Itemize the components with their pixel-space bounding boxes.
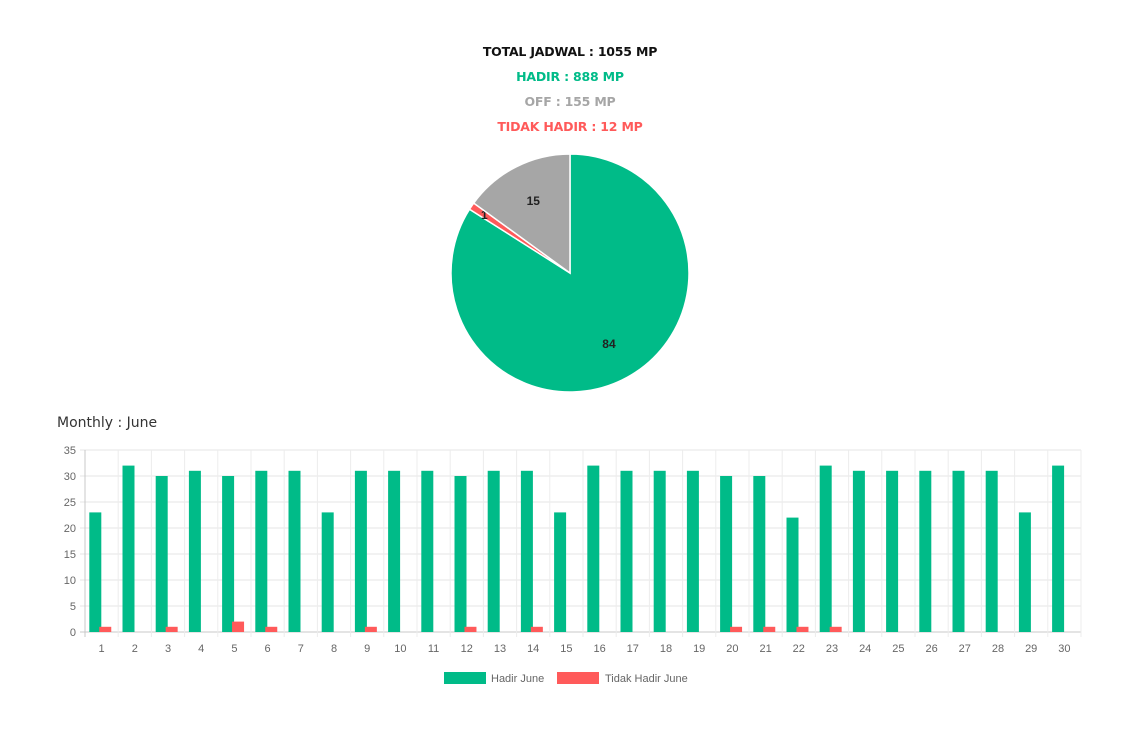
bar-tidak-hadir[interactable]: [165, 626, 178, 632]
x-tick-label: 26: [925, 643, 937, 655]
y-tick-label: 15: [64, 549, 76, 561]
monthly-chart-title: Monthly : June: [57, 415, 158, 431]
bar-hadir[interactable]: [255, 470, 268, 632]
x-tick-label: 18: [660, 643, 672, 655]
bar-hadir[interactable]: [686, 470, 699, 632]
bar-tidak-hadir[interactable]: [763, 626, 776, 632]
bar-hadir[interactable]: [520, 470, 533, 632]
legend-swatch-hadir[interactable]: [444, 672, 486, 684]
x-tick-label: 10: [394, 643, 406, 655]
pie-label-off: 15: [527, 194, 541, 208]
bar-hadir[interactable]: [720, 476, 733, 632]
bar-tidak-hadir[interactable]: [829, 626, 842, 632]
bar-tidak-hadir[interactable]: [730, 626, 743, 632]
y-tick-label: 35: [64, 445, 76, 457]
pie-label-tidak-hadir: 1: [481, 208, 488, 222]
bar-hadir[interactable]: [952, 470, 965, 632]
bar-hadir[interactable]: [819, 465, 832, 632]
legend-label-hadir[interactable]: Hadir June: [491, 673, 544, 685]
x-tick-label: 1: [99, 643, 105, 655]
bar-tidak-hadir[interactable]: [464, 626, 477, 632]
x-tick-label: 13: [494, 643, 506, 655]
x-tick-label: 28: [992, 643, 1004, 655]
y-tick-label: 0: [70, 627, 76, 639]
x-tick-label: 12: [461, 643, 473, 655]
y-tick-label: 5: [70, 601, 76, 613]
hadir-label: HADIR : 888 MP: [516, 69, 624, 84]
bar-hadir[interactable]: [454, 476, 467, 632]
x-tick-label: 27: [959, 643, 971, 655]
pie-slice-off[interactable]: [472, 153, 571, 275]
total-jadwal-label: TOTAL JADWAL : 1055 MP: [482, 44, 658, 59]
bar-hadir[interactable]: [388, 470, 401, 632]
bar-hadir[interactable]: [1052, 465, 1065, 632]
x-tick-label: 20: [726, 643, 738, 655]
x-tick-label: 25: [892, 643, 904, 655]
x-tick-label: 15: [560, 643, 572, 655]
bar-tidak-hadir[interactable]: [364, 626, 377, 632]
bar-hadir[interactable]: [288, 470, 301, 632]
bar-tidak-hadir[interactable]: [530, 626, 543, 632]
x-tick-label: 11: [428, 643, 439, 655]
x-tick-label: 29: [1025, 643, 1037, 655]
bar-hadir[interactable]: [985, 470, 998, 632]
x-tick-label: 7: [298, 643, 304, 655]
bar-hadir[interactable]: [222, 476, 235, 632]
bar-hadir[interactable]: [919, 470, 932, 632]
legend-label-tidak-hadir[interactable]: Tidak Hadir June: [605, 673, 688, 685]
x-tick-label: 30: [1058, 643, 1070, 655]
y-tick-label: 30: [64, 471, 76, 483]
x-tick-label: 4: [198, 643, 204, 655]
x-tick-label: 24: [859, 643, 871, 655]
bar-hadir[interactable]: [188, 470, 201, 632]
x-tick-label: 22: [793, 643, 805, 655]
x-tick-label: 9: [364, 643, 370, 655]
x-tick-label: 21: [759, 643, 771, 655]
bar-hadir[interactable]: [852, 470, 865, 632]
bar-tidak-hadir[interactable]: [99, 626, 112, 632]
x-tick-label: 19: [693, 643, 705, 655]
bar-hadir[interactable]: [487, 470, 500, 632]
x-tick-label: 23: [826, 643, 838, 655]
x-tick-label: 17: [627, 643, 639, 655]
x-tick-label: 3: [165, 643, 171, 655]
x-tick-label: 6: [265, 643, 271, 655]
x-tick-label: 5: [231, 643, 237, 655]
bar-hadir[interactable]: [321, 512, 334, 632]
bar-hadir[interactable]: [886, 470, 899, 632]
x-tick-label: 14: [527, 643, 539, 655]
x-tick-label: 16: [593, 643, 605, 655]
bar-hadir[interactable]: [1018, 512, 1031, 632]
bar-hadir[interactable]: [554, 512, 567, 632]
bar-hadir[interactable]: [620, 470, 633, 632]
bar-hadir[interactable]: [587, 465, 600, 632]
pie-label-hadir: 84: [602, 337, 616, 351]
bar-hadir[interactable]: [122, 465, 135, 632]
bar-hadir[interactable]: [753, 476, 766, 632]
y-tick-label: 25: [64, 497, 76, 509]
bar-hadir[interactable]: [786, 517, 799, 632]
bar-tidak-hadir[interactable]: [265, 626, 278, 632]
bar-hadir[interactable]: [354, 470, 367, 632]
y-tick-label: 20: [64, 523, 76, 535]
bar-tidak-hadir[interactable]: [796, 626, 809, 632]
legend-swatch-tidak-hadir[interactable]: [557, 672, 599, 684]
attendance-pie-chart[interactable]: 84 1 15: [0, 0, 1140, 400]
bar-tidak-hadir[interactable]: [232, 621, 245, 632]
bar-hadir[interactable]: [653, 470, 666, 632]
x-tick-label: 8: [331, 643, 337, 655]
tidak-hadir-label: TIDAK HADIR : 12 MP: [497, 119, 643, 134]
x-tick-label: 2: [132, 643, 138, 655]
bar-hadir[interactable]: [155, 476, 168, 632]
y-tick-label: 10: [64, 575, 76, 587]
off-label: OFF : 155 MP: [524, 94, 616, 109]
bar-hadir[interactable]: [421, 470, 434, 632]
bar-hadir[interactable]: [89, 512, 102, 632]
summary-block: TOTAL JADWAL : 1055 MP HADIR : 888 MP OF…: [0, 42, 1140, 142]
